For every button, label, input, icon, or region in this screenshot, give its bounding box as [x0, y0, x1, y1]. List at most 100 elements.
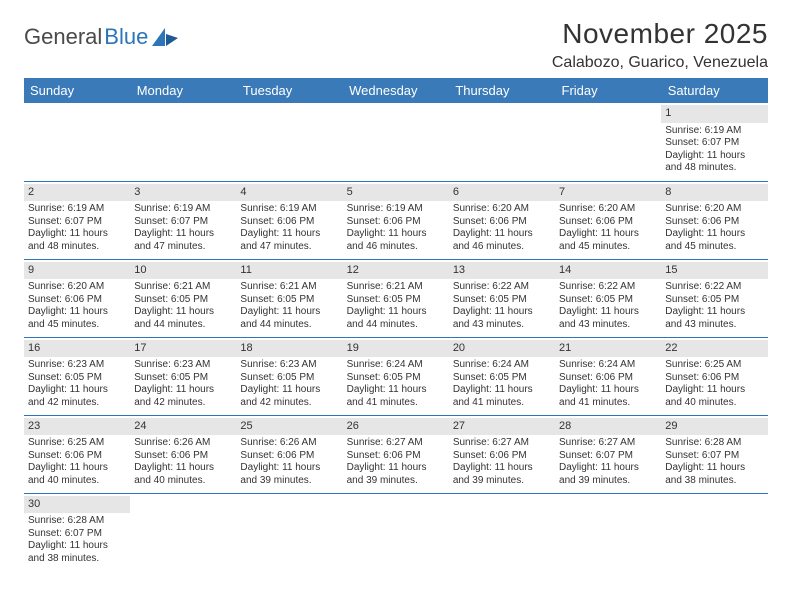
day-content: 18Sunrise: 6:23 AMSunset: 6:05 PMDayligh…: [236, 338, 342, 414]
sunrise-line: Sunrise: 6:19 AM: [240, 203, 338, 216]
day-content: 30Sunrise: 6:28 AMSunset: 6:07 PMDayligh…: [24, 494, 130, 570]
daylight-line: Daylight: 11 hours and 45 minutes.: [665, 228, 763, 253]
day-cell: 6Sunrise: 6:20 AMSunset: 6:06 PMDaylight…: [449, 181, 555, 259]
day-number: 1: [661, 105, 767, 123]
sunset-line: Sunset: 6:06 PM: [453, 216, 551, 229]
daylight-line: Daylight: 11 hours and 38 minutes.: [28, 540, 126, 565]
daylight-line: Daylight: 11 hours and 43 minutes.: [665, 306, 763, 331]
sunset-line: Sunset: 6:06 PM: [347, 216, 445, 229]
day-cell: 12Sunrise: 6:21 AMSunset: 6:05 PMDayligh…: [343, 259, 449, 337]
day-content: 28Sunrise: 6:27 AMSunset: 6:07 PMDayligh…: [555, 416, 661, 492]
daylight-line: Daylight: 11 hours and 39 minutes.: [240, 462, 338, 487]
day-number: 6: [449, 184, 555, 202]
sunrise-line: Sunrise: 6:23 AM: [28, 359, 126, 372]
sunset-line: Sunset: 6:05 PM: [28, 372, 126, 385]
day-content: 13Sunrise: 6:22 AMSunset: 6:05 PMDayligh…: [449, 260, 555, 336]
day-cell: 13Sunrise: 6:22 AMSunset: 6:05 PMDayligh…: [449, 259, 555, 337]
day-number: 7: [555, 184, 661, 202]
day-content: 6Sunrise: 6:20 AMSunset: 6:06 PMDaylight…: [449, 182, 555, 258]
week-row: 16Sunrise: 6:23 AMSunset: 6:05 PMDayligh…: [24, 337, 768, 415]
daylight-line: Daylight: 11 hours and 41 minutes.: [347, 384, 445, 409]
sunrise-line: Sunrise: 6:19 AM: [134, 203, 232, 216]
day-number: 16: [24, 340, 130, 358]
day-content: 19Sunrise: 6:24 AMSunset: 6:05 PMDayligh…: [343, 338, 449, 414]
day-content: 27Sunrise: 6:27 AMSunset: 6:06 PMDayligh…: [449, 416, 555, 492]
daylight-line: Daylight: 11 hours and 44 minutes.: [240, 306, 338, 331]
sunrise-line: Sunrise: 6:19 AM: [347, 203, 445, 216]
day-number: 30: [24, 496, 130, 514]
day-content: 26Sunrise: 6:27 AMSunset: 6:06 PMDayligh…: [343, 416, 449, 492]
page: GeneralBlue November 2025 Calabozo, Guar…: [0, 0, 792, 571]
day-cell: 18Sunrise: 6:23 AMSunset: 6:05 PMDayligh…: [236, 337, 342, 415]
sunset-line: Sunset: 6:06 PM: [665, 372, 763, 385]
day-cell: 25Sunrise: 6:26 AMSunset: 6:06 PMDayligh…: [236, 415, 342, 493]
daylight-line: Daylight: 11 hours and 43 minutes.: [453, 306, 551, 331]
day-cell: 29Sunrise: 6:28 AMSunset: 6:07 PMDayligh…: [661, 415, 767, 493]
day-content: 11Sunrise: 6:21 AMSunset: 6:05 PMDayligh…: [236, 260, 342, 336]
day-cell: 4Sunrise: 6:19 AMSunset: 6:06 PMDaylight…: [236, 181, 342, 259]
day-number: 8: [661, 184, 767, 202]
day-content: 24Sunrise: 6:26 AMSunset: 6:06 PMDayligh…: [130, 416, 236, 492]
sunrise-line: Sunrise: 6:22 AM: [665, 281, 763, 294]
day-header-row: SundayMondayTuesdayWednesdayThursdayFrid…: [24, 78, 768, 103]
day-number: 18: [236, 340, 342, 358]
daylight-line: Daylight: 11 hours and 38 minutes.: [665, 462, 763, 487]
sunrise-line: Sunrise: 6:19 AM: [665, 125, 763, 138]
day-content: 22Sunrise: 6:25 AMSunset: 6:06 PMDayligh…: [661, 338, 767, 414]
day-number: 24: [130, 418, 236, 436]
empty-cell: [236, 493, 342, 571]
day-number: 5: [343, 184, 449, 202]
day-cell: 26Sunrise: 6:27 AMSunset: 6:06 PMDayligh…: [343, 415, 449, 493]
day-number: 22: [661, 340, 767, 358]
day-cell: 3Sunrise: 6:19 AMSunset: 6:07 PMDaylight…: [130, 181, 236, 259]
daylight-line: Daylight: 11 hours and 41 minutes.: [559, 384, 657, 409]
location: Calabozo, Guarico, Venezuela: [552, 54, 768, 72]
empty-cell: [555, 493, 661, 571]
sunset-line: Sunset: 6:07 PM: [28, 216, 126, 229]
sunrise-line: Sunrise: 6:21 AM: [134, 281, 232, 294]
sunrise-line: Sunrise: 6:25 AM: [665, 359, 763, 372]
day-content: 17Sunrise: 6:23 AMSunset: 6:05 PMDayligh…: [130, 338, 236, 414]
sunset-line: Sunset: 6:06 PM: [665, 216, 763, 229]
day-content: 7Sunrise: 6:20 AMSunset: 6:06 PMDaylight…: [555, 182, 661, 258]
day-number: 21: [555, 340, 661, 358]
brand-logo: GeneralBlue: [24, 18, 178, 50]
empty-cell: [130, 103, 236, 181]
day-cell: 7Sunrise: 6:20 AMSunset: 6:06 PMDaylight…: [555, 181, 661, 259]
sunset-line: Sunset: 6:05 PM: [240, 372, 338, 385]
sunrise-line: Sunrise: 6:27 AM: [559, 437, 657, 450]
sunset-line: Sunset: 6:05 PM: [240, 294, 338, 307]
day-content: 23Sunrise: 6:25 AMSunset: 6:06 PMDayligh…: [24, 416, 130, 492]
sunrise-line: Sunrise: 6:27 AM: [347, 437, 445, 450]
day-number: 14: [555, 262, 661, 280]
sunrise-line: Sunrise: 6:20 AM: [665, 203, 763, 216]
day-content: 10Sunrise: 6:21 AMSunset: 6:05 PMDayligh…: [130, 260, 236, 336]
day-content: 5Sunrise: 6:19 AMSunset: 6:06 PMDaylight…: [343, 182, 449, 258]
empty-cell: [449, 493, 555, 571]
sunset-line: Sunset: 6:05 PM: [453, 294, 551, 307]
sunset-line: Sunset: 6:06 PM: [347, 450, 445, 463]
day-number: 19: [343, 340, 449, 358]
empty-cell: [661, 493, 767, 571]
sunrise-line: Sunrise: 6:20 AM: [453, 203, 551, 216]
day-cell: 21Sunrise: 6:24 AMSunset: 6:06 PMDayligh…: [555, 337, 661, 415]
day-content: 14Sunrise: 6:22 AMSunset: 6:05 PMDayligh…: [555, 260, 661, 336]
day-content: 8Sunrise: 6:20 AMSunset: 6:06 PMDaylight…: [661, 182, 767, 258]
day-number: 29: [661, 418, 767, 436]
empty-cell: [343, 493, 449, 571]
day-cell: 20Sunrise: 6:24 AMSunset: 6:05 PMDayligh…: [449, 337, 555, 415]
sunset-line: Sunset: 6:07 PM: [134, 216, 232, 229]
day-header: Tuesday: [236, 78, 342, 103]
empty-cell: [236, 103, 342, 181]
daylight-line: Daylight: 11 hours and 47 minutes.: [240, 228, 338, 253]
day-number: 10: [130, 262, 236, 280]
week-row: 9Sunrise: 6:20 AMSunset: 6:06 PMDaylight…: [24, 259, 768, 337]
sunset-line: Sunset: 6:06 PM: [240, 216, 338, 229]
sunrise-line: Sunrise: 6:27 AM: [453, 437, 551, 450]
day-content: 25Sunrise: 6:26 AMSunset: 6:06 PMDayligh…: [236, 416, 342, 492]
sunset-line: Sunset: 6:06 PM: [559, 372, 657, 385]
sunrise-line: Sunrise: 6:24 AM: [453, 359, 551, 372]
day-cell: 30Sunrise: 6:28 AMSunset: 6:07 PMDayligh…: [24, 493, 130, 571]
day-content: 29Sunrise: 6:28 AMSunset: 6:07 PMDayligh…: [661, 416, 767, 492]
daylight-line: Daylight: 11 hours and 41 minutes.: [453, 384, 551, 409]
